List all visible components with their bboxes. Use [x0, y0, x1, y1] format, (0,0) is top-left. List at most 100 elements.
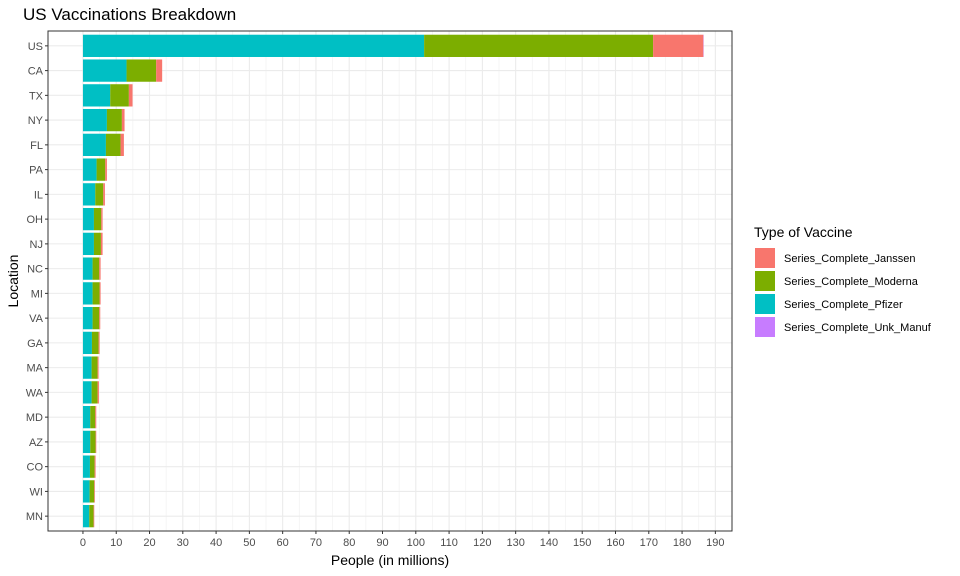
legend: Type of Vaccine Series_Complete_Janssen S… — [754, 224, 932, 337]
y-tick-label: WA — [26, 387, 44, 399]
bar-tx-series-complete-janssen — [128, 84, 133, 107]
bar-mi-series-complete-janssen — [99, 282, 101, 305]
bar-wi-series-complete-janssen — [94, 480, 95, 503]
bar-wa-series-complete-pfizer — [82, 381, 92, 404]
bar-ca-series-complete-moderna — [126, 59, 157, 82]
bar-nc-series-complete-janssen — [99, 257, 101, 280]
bar-nj-series-complete-moderna — [93, 232, 101, 256]
bar-wa-series-complete-moderna — [91, 381, 98, 404]
bar-va-series-complete-pfizer — [82, 306, 93, 330]
bar-tx-series-complete-moderna — [110, 84, 129, 107]
x-tick-label: 120 — [473, 537, 491, 549]
x-tick-label: 70 — [310, 537, 322, 549]
bar-il-series-complete-pfizer — [82, 183, 96, 206]
bar-ga-series-complete-janssen — [98, 331, 100, 355]
bar-va-series-complete-janssen — [99, 306, 101, 330]
bar-ca-series-complete-janssen — [156, 59, 163, 82]
x-tick-label: 180 — [673, 537, 691, 549]
bar-ma-series-complete-moderna — [91, 356, 98, 379]
y-tick-label: OH — [27, 214, 44, 226]
chart-title: US Vaccinations Breakdown — [23, 5, 236, 24]
y-tick-label: US — [28, 41, 43, 53]
bar-az-series-complete-moderna — [90, 430, 96, 454]
bar-mn-series-complete-moderna — [89, 505, 94, 528]
bar-ny-series-complete-janssen — [121, 108, 125, 132]
bar-nc-series-complete-moderna — [92, 257, 100, 280]
y-tick-label: AZ — [29, 437, 43, 449]
bar-us-series-complete-moderna — [424, 34, 654, 57]
bar-md-series-complete-moderna — [90, 406, 96, 429]
bar-co-series-complete-pfizer — [82, 455, 90, 478]
bar-ca-series-complete-pfizer — [82, 59, 127, 82]
legend-entry-label: Series_Complete_Pfizer — [784, 299, 903, 311]
bar-md-series-complete-pfizer — [82, 406, 91, 429]
bar-pa-series-complete-moderna — [96, 158, 106, 181]
y-tick-label: MI — [31, 288, 43, 300]
bar-oh-series-complete-moderna — [93, 207, 102, 231]
bar-md-series-complete-janssen — [95, 406, 97, 429]
bar-wi-series-complete-moderna — [89, 480, 95, 503]
x-axis: 0 10 20 30 40 50 60 70 80 90 100 110 120 130 140 150 160… — [80, 531, 725, 549]
y-axis: US CA TX NY FL PA IL OH NJ NC MI VA GA MA WA MD AZ CO WI MN — [26, 41, 48, 523]
x-tick-label: 140 — [540, 537, 558, 549]
bar-az-series-complete-pfizer — [82, 430, 91, 454]
x-tick-label: 40 — [210, 537, 222, 549]
bar-nj-series-complete-pfizer — [82, 232, 94, 256]
legend-key — [755, 271, 775, 291]
bar-az-series-complete-janssen — [95, 430, 97, 454]
y-tick-label: NJ — [30, 239, 43, 251]
x-tick-label: 90 — [376, 537, 388, 549]
bar-fl-series-complete-pfizer — [82, 133, 106, 156]
bar-co-series-complete-moderna — [89, 455, 95, 478]
bar-oh-series-complete-pfizer — [82, 207, 94, 231]
bar-va-series-complete-moderna — [92, 306, 100, 330]
bar-nc-series-complete-pfizer — [82, 257, 93, 280]
y-tick-label: NY — [28, 115, 44, 127]
bar-mi-series-complete-moderna — [92, 282, 100, 305]
bar-wi-series-complete-pfizer — [82, 480, 90, 503]
bar-mn-series-complete-janssen — [93, 505, 95, 528]
bar-mn-series-complete-pfizer — [82, 505, 90, 528]
y-tick-label: MA — [27, 363, 44, 375]
bar-oh-series-complete-janssen — [101, 207, 103, 231]
x-tick-label: 80 — [343, 537, 355, 549]
y-tick-label: PA — [29, 165, 44, 177]
bar-wa-series-complete-janssen — [97, 381, 99, 404]
legend-entry-label: Series_Complete_Unk_Manuf — [784, 322, 932, 334]
legend-key — [755, 317, 775, 337]
legend-title: Type of Vaccine — [754, 224, 853, 240]
bar-us-series-complete-janssen — [653, 34, 704, 57]
bar-ny-series-complete-moderna — [106, 108, 122, 132]
x-tick-label: 0 — [80, 537, 86, 549]
x-tick-label: 10 — [110, 537, 122, 549]
x-tick-label: 60 — [277, 537, 289, 549]
bar-pa-series-complete-janssen — [105, 158, 107, 181]
x-tick-label: 50 — [243, 537, 255, 549]
legend-entry-label: Series_Complete_Moderna — [784, 276, 919, 288]
legend-key — [755, 294, 775, 314]
grid-lines — [48, 31, 732, 531]
bar-ga-series-complete-pfizer — [82, 331, 92, 355]
x-tick-label: 150 — [573, 537, 591, 549]
bar-il-series-complete-moderna — [95, 183, 104, 206]
y-tick-label: TX — [29, 90, 44, 102]
x-tick-label: 100 — [407, 537, 425, 549]
bar-pa-series-complete-pfizer — [82, 158, 97, 181]
bar-ma-series-complete-pfizer — [82, 356, 92, 379]
bar-ma-series-complete-janssen — [97, 356, 99, 379]
y-tick-label: MN — [26, 511, 43, 523]
x-tick-label: 130 — [506, 537, 524, 549]
bars — [82, 34, 704, 528]
x-tick-label: 110 — [440, 537, 458, 549]
y-tick-label: WI — [30, 486, 43, 498]
legend-key — [755, 248, 775, 268]
y-tick-label: CO — [27, 462, 44, 474]
bar-nj-series-complete-janssen — [100, 232, 103, 256]
y-tick-label: NC — [27, 264, 43, 276]
x-tick-label: 30 — [177, 537, 189, 549]
legend-entry-label: Series_Complete_Janssen — [784, 253, 915, 265]
bar-il-series-complete-janssen — [103, 183, 105, 206]
y-tick-label: IL — [34, 189, 43, 201]
y-tick-label: FL — [30, 140, 43, 152]
bar-fl-series-complete-janssen — [120, 133, 124, 156]
